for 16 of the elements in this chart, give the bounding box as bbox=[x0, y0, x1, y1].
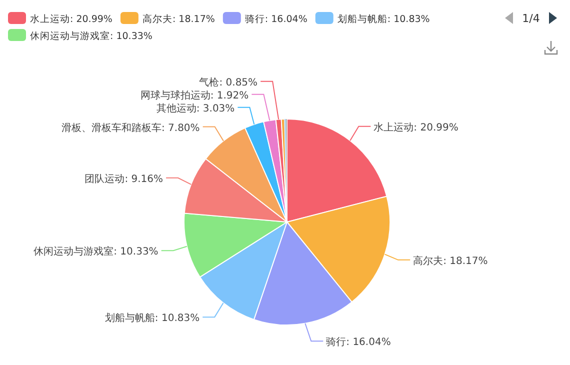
legend-label: 休闲运动与游戏室: 10.33% bbox=[30, 30, 152, 42]
slice-label: 团队运动: 9.16% bbox=[84, 172, 164, 185]
slice-label: 骑行: 16.04% bbox=[326, 337, 391, 348]
slice-label: 滑板、滑板车和踏板车: 7.80% bbox=[62, 122, 200, 134]
legend-label: 骑行: 16.04% bbox=[244, 14, 308, 25]
slice-label: 高尔夫: 18.17% bbox=[413, 254, 488, 267]
slice-label: 水上运动: 20.99% bbox=[374, 121, 458, 134]
slice-label: 休闲运动与游戏室: 10.33% bbox=[34, 246, 158, 258]
legend-label: 高尔夫: 18.17% bbox=[142, 13, 215, 25]
legend-label: 水上运动: 20.99% bbox=[30, 13, 112, 25]
text: 1/4 bbox=[522, 12, 540, 25]
slice-label: 划船与帆船: 10.83% bbox=[104, 312, 200, 324]
slice-label: 气枪: 0.85% bbox=[199, 76, 258, 88]
legend-label: 划船与帆船: 10.83% bbox=[337, 13, 430, 25]
slice-label: 网球与球拍运动: 1.92% bbox=[140, 89, 249, 102]
slice-label: 其他运动: 3.03% bbox=[156, 102, 235, 114]
